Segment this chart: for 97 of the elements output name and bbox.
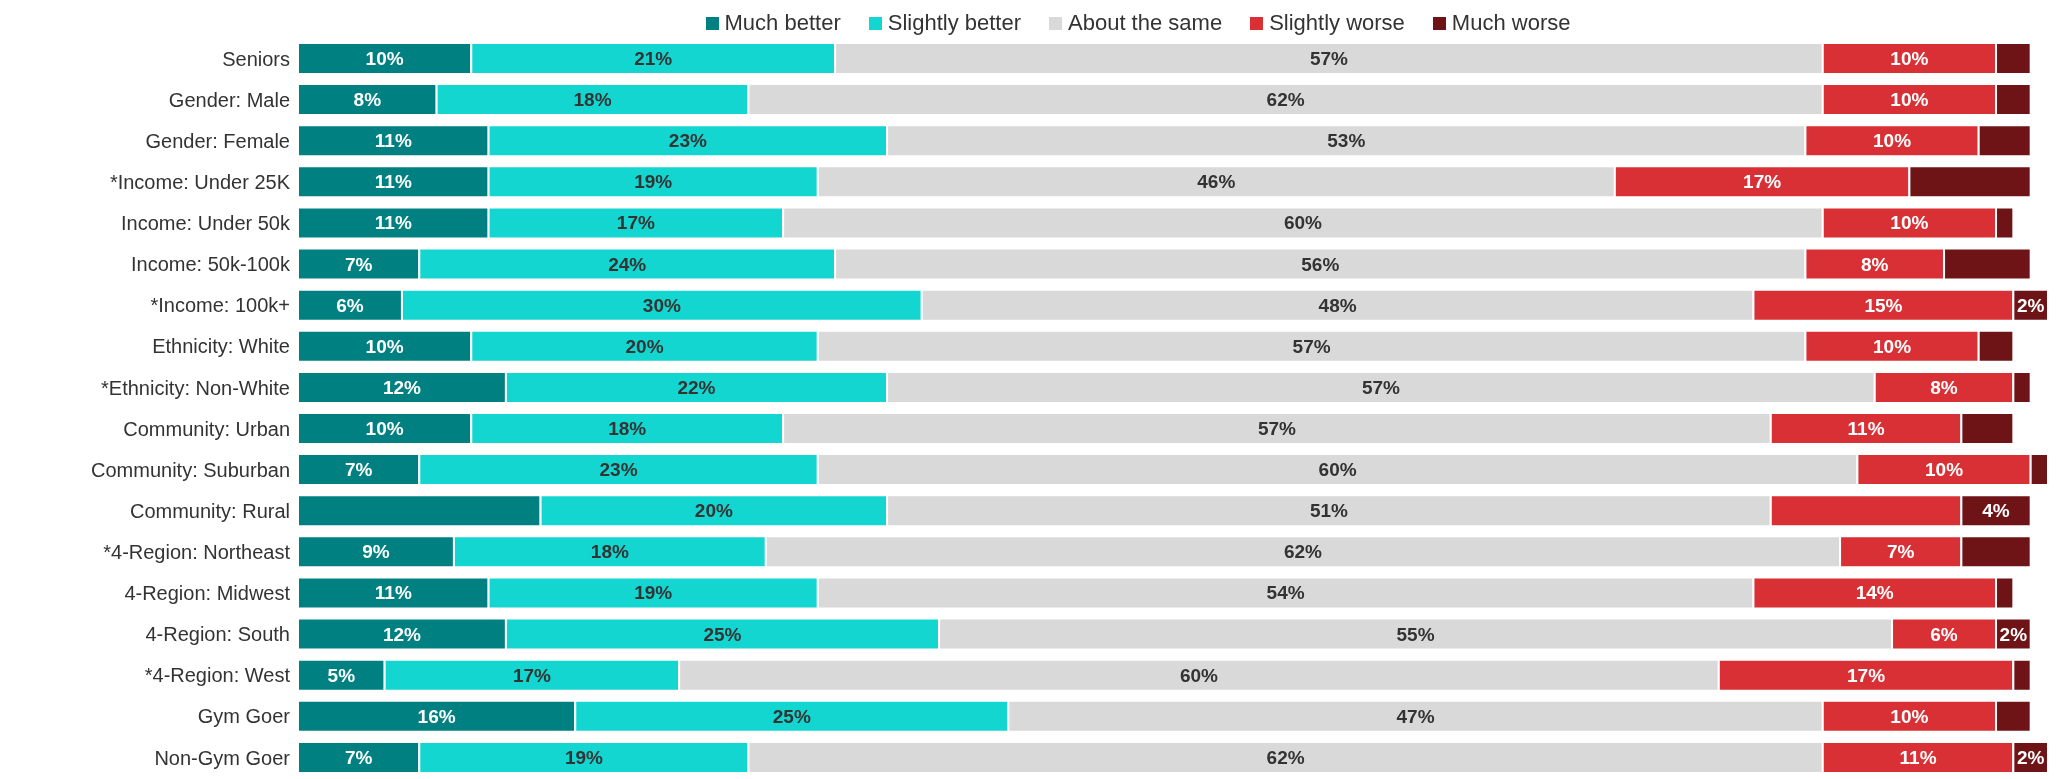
data-label: 10%: [365, 335, 404, 357]
data-label: 20%: [625, 335, 664, 357]
data-label: 48%: [1318, 294, 1357, 316]
data-label: 55%: [1396, 623, 1435, 645]
data-label: 6%: [1930, 623, 1958, 645]
data-label: 30%: [642, 294, 681, 316]
data-label: 57%: [1292, 335, 1331, 357]
data-label: 7%: [344, 253, 373, 275]
data-label: 62%: [1266, 89, 1305, 111]
data-label: 8%: [1861, 253, 1889, 275]
data-label: 2%: [2016, 294, 2045, 316]
data-label: 11%: [374, 582, 412, 604]
data-label: 20%: [694, 500, 733, 522]
data-label: 11%: [374, 212, 412, 234]
data-label: 7%: [344, 459, 373, 481]
data-label: 25%: [703, 623, 742, 645]
data-label: 53%: [1327, 130, 1366, 152]
data-label: 2%: [2016, 746, 2045, 768]
y-tick-label: *4-Region: West: [144, 664, 291, 687]
data-label: 5%: [327, 664, 356, 686]
data-label: 8%: [353, 89, 382, 111]
data-label: 11%: [1899, 746, 1937, 768]
y-tick-label: Gender: Female: [145, 129, 290, 152]
data-label: 10%: [1890, 705, 1929, 727]
y-tick-label: Gym Goer: [197, 705, 291, 728]
data-label: 10%: [1873, 335, 1912, 357]
data-label: 46%: [1197, 171, 1236, 193]
data-label: 23%: [599, 459, 638, 481]
legend-label: Slightly better: [886, 10, 1022, 36]
legend-label: Much worse: [1450, 10, 1571, 36]
data-label: 17%: [616, 212, 655, 234]
data-label: 17%: [1847, 664, 1886, 686]
y-tick-label: Seniors: [222, 47, 290, 70]
data-label: 56%: [1301, 253, 1340, 275]
data-label: 19%: [634, 582, 673, 604]
data-label: 57%: [1309, 48, 1349, 69]
data-label: 11%: [374, 171, 412, 193]
data-label: 6%: [336, 294, 364, 316]
legend-label: Much better: [723, 10, 841, 36]
data-label: 24%: [608, 253, 647, 275]
y-tick-label: *4-Region: Northeast: [103, 540, 291, 563]
data-label: 11%: [1847, 418, 1885, 439]
data-label: 10%: [1925, 459, 1964, 481]
data-label: 23%: [668, 130, 707, 152]
data-label: 10%: [1890, 212, 1929, 234]
data-label: 14%: [1855, 582, 1894, 604]
y-tick-label: Community: Rural: [129, 499, 290, 522]
data-label: 17%: [1743, 171, 1782, 193]
data-label: 10%: [1890, 48, 1929, 69]
y-tick-label: Ethnicity: White: [152, 335, 290, 358]
data-label: 10%: [1890, 89, 1929, 111]
y-tick-label: Gender: Male: [168, 88, 290, 111]
data-label: 4%: [1982, 500, 2010, 522]
data-label: 9%: [362, 541, 390, 563]
data-label: 25%: [772, 705, 811, 727]
legend-label: Slightly worse: [1268, 10, 1405, 36]
data-label: 57%: [1361, 376, 1401, 398]
data-label: 18%: [573, 89, 612, 111]
data-label: 62%: [1283, 541, 1323, 563]
data-label: 16%: [417, 705, 456, 727]
data-label: 15%: [1864, 294, 1903, 316]
data-label: 19%: [564, 746, 604, 768]
series-label: About the same: [1067, 10, 1223, 36]
y-tick-label: *Ethnicity: Non-White: [101, 376, 290, 399]
data-label: 21%: [634, 48, 673, 69]
y-tick-label: 4-Region: South: [145, 623, 290, 646]
data-label: 7%: [344, 746, 373, 768]
y-tick-label: Non-Gym Goer: [154, 746, 291, 769]
data-label: 60%: [1283, 212, 1323, 234]
data-label: 2%: [1999, 623, 2028, 645]
data-label: 54%: [1266, 582, 1305, 604]
data-label: 51%: [1309, 500, 1349, 522]
y-tick-label: *Income: 100k+: [150, 294, 290, 317]
y-tick-label: Community: Urban: [123, 417, 290, 440]
y-tick-label: Income: 50k-100k: [131, 253, 291, 276]
data-label: 10%: [365, 418, 404, 439]
data-label: 8%: [1930, 376, 1958, 398]
data-label: 19%: [634, 171, 673, 193]
data-label: 12%: [382, 623, 422, 645]
data-label: 57%: [1257, 418, 1297, 439]
data-label: 47%: [1396, 705, 1435, 727]
data-label: 62%: [1266, 746, 1305, 768]
data-label: 7%: [1886, 541, 1915, 563]
y-tick-label: Income: Under 50k: [121, 212, 291, 235]
data-label: 12%: [382, 376, 422, 398]
y-tick-label: Community: Suburban: [91, 458, 290, 481]
data-label: 60%: [1318, 459, 1357, 481]
data-label: 10%: [365, 48, 404, 69]
data-label: 18%: [608, 418, 647, 439]
data-label: 22%: [677, 376, 716, 398]
data-label: 18%: [590, 541, 629, 563]
data-label: 17%: [512, 664, 552, 686]
y-tick-label: 4-Region: Midwest: [124, 582, 291, 605]
data-label: 10%: [1873, 130, 1912, 152]
data-label: 60%: [1179, 664, 1219, 686]
y-tick-label: *Income: Under 25K: [109, 170, 291, 193]
data-label: 11%: [374, 130, 412, 152]
